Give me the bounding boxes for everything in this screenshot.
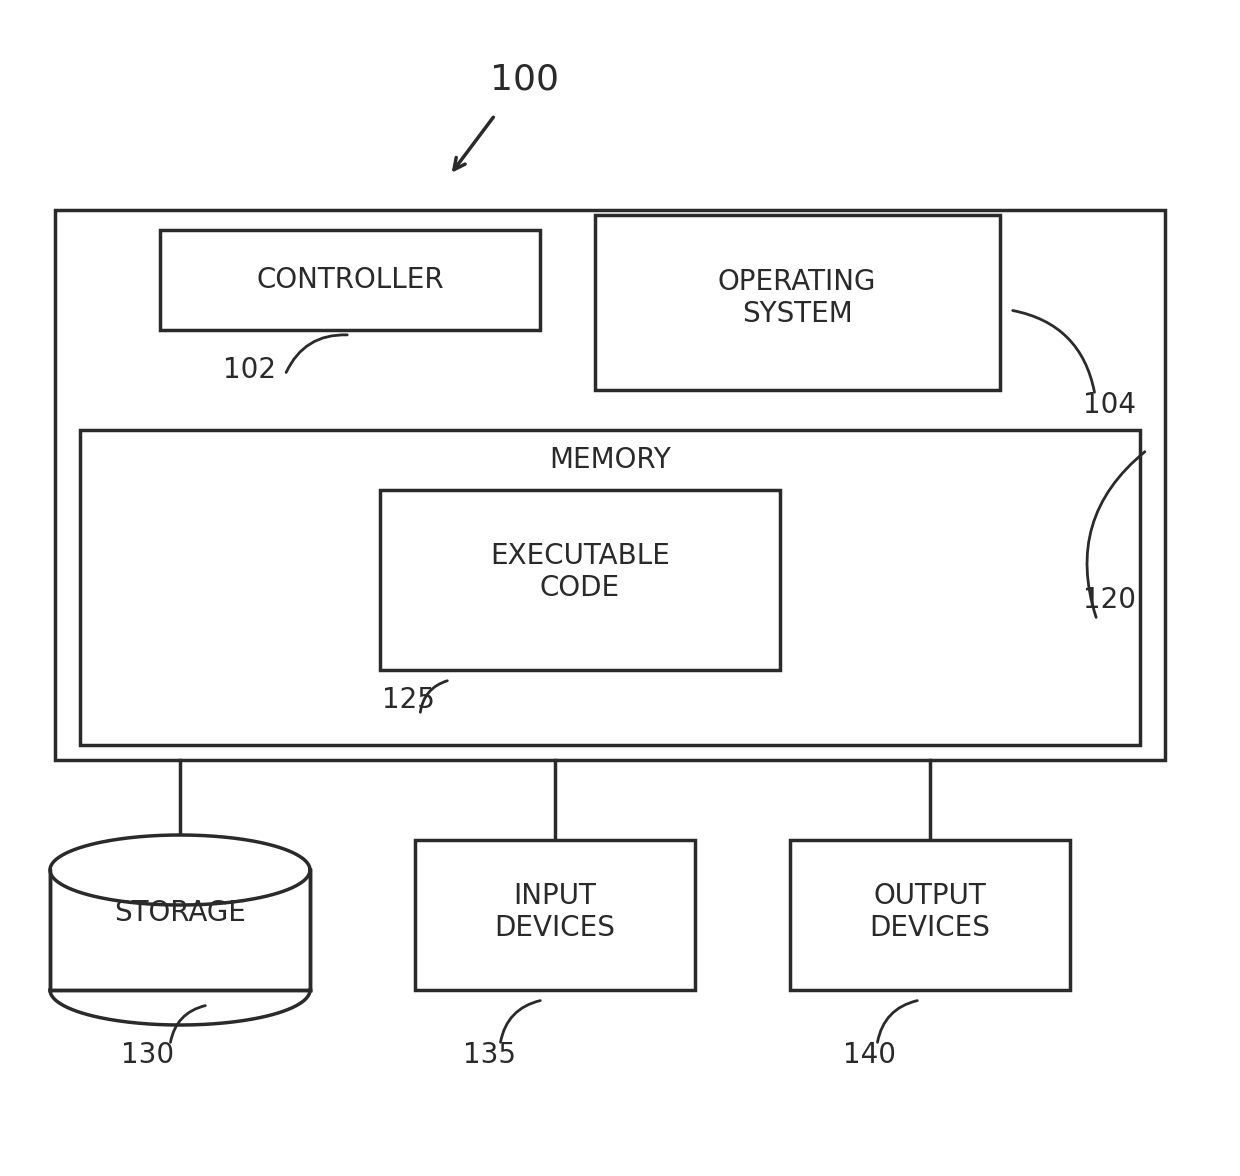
Bar — [595, 215, 999, 390]
Text: MEMORY: MEMORY — [549, 446, 671, 474]
Text: 102: 102 — [223, 356, 277, 385]
Text: OPERATING
SYSTEM: OPERATING SYSTEM — [718, 268, 877, 328]
Bar — [160, 230, 539, 330]
Text: 140: 140 — [843, 1041, 897, 1069]
Bar — [790, 840, 1070, 990]
Bar — [55, 211, 1166, 760]
Text: 104: 104 — [1084, 390, 1137, 419]
Text: INPUT
DEVICES: INPUT DEVICES — [495, 882, 615, 942]
Text: CONTROLLER: CONTROLLER — [257, 266, 444, 294]
Text: OUTPUT
DEVICES: OUTPUT DEVICES — [869, 882, 991, 942]
Text: 130: 130 — [122, 1041, 175, 1069]
Bar — [50, 870, 310, 990]
Text: 100: 100 — [491, 64, 559, 96]
Text: STORAGE: STORAGE — [114, 898, 246, 927]
Text: 120: 120 — [1084, 586, 1137, 614]
Bar — [415, 840, 694, 990]
Text: EXECUTABLE
CODE: EXECUTABLE CODE — [490, 542, 670, 602]
Text: 135: 135 — [464, 1041, 517, 1069]
Text: 125: 125 — [382, 686, 434, 714]
Polygon shape — [50, 835, 310, 906]
Bar — [81, 430, 1140, 746]
Bar — [379, 490, 780, 670]
